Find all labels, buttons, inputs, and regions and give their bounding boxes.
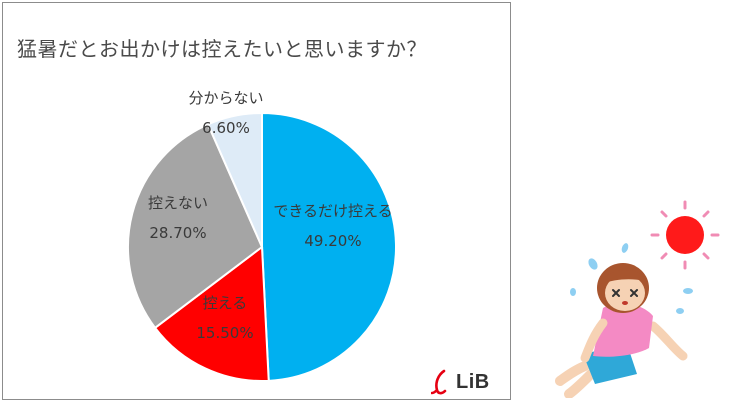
- pie-slice: [206, 111, 263, 248]
- slice-label: 分からない: [188, 89, 263, 107]
- heatstroke-girl-illustration: [555, 200, 720, 398]
- slice-label: 控える: [203, 294, 248, 312]
- chart-frame: 猛暑だとお出かけは控えたいと思いますか？ できるだけ控える 49.20% 控える 15…: [2, 2, 511, 400]
- pie-slice: [261, 111, 397, 382]
- lib-logo-text: LiB: [456, 370, 490, 393]
- slice-value-label: 6.60%: [202, 119, 250, 137]
- slice-value-label: 49.20%: [304, 232, 361, 250]
- pie-chart: できるだけ控える 49.20% 控える 15.50% 控えない 28.70% 分からない 6.…: [127, 89, 397, 382]
- slice-label: 控えない: [148, 194, 208, 212]
- slice-value-label: 28.70%: [149, 224, 206, 242]
- pie-slice: [127, 123, 264, 330]
- sweat-drops-icon: [570, 243, 693, 314]
- lib-logo: LiB: [431, 369, 490, 395]
- slice-value-label: 15.50%: [196, 324, 253, 342]
- slice-label: できるだけ控える: [273, 202, 392, 220]
- sun-icon: [650, 200, 720, 270]
- pie-slice: [153, 245, 270, 382]
- lib-logo-mark-icon: [431, 369, 447, 395]
- chart-title: 猛暑だとお出かけは控えたいと思いますか？: [17, 37, 427, 61]
